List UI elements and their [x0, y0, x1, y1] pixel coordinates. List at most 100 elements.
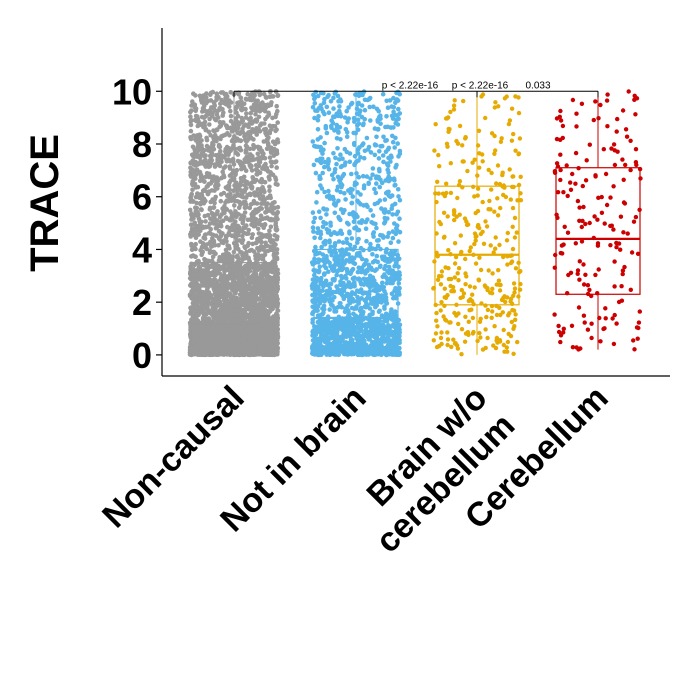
data-point	[189, 281, 194, 287]
data-point	[224, 253, 230, 258]
data-point	[250, 120, 255, 126]
data-point	[242, 187, 248, 192]
data-point	[189, 241, 194, 247]
data-point	[213, 279, 218, 285]
data-point	[263, 283, 268, 288]
data-point	[215, 177, 221, 182]
data-point	[249, 312, 254, 317]
data-point	[208, 199, 213, 205]
data-point	[242, 210, 248, 215]
data-point	[237, 277, 242, 282]
data-point	[252, 343, 257, 349]
data-point	[242, 313, 248, 319]
data-point	[210, 350, 215, 356]
data-point	[235, 302, 241, 307]
data-point	[193, 137, 198, 142]
data-point	[214, 127, 220, 133]
data-point	[260, 263, 266, 268]
data-point	[262, 327, 267, 333]
data-point	[256, 231, 262, 236]
data-point	[227, 275, 232, 280]
data-point	[221, 292, 226, 298]
data-point	[234, 224, 239, 229]
data-point	[188, 117, 194, 123]
data-point	[239, 240, 245, 245]
data-point	[260, 201, 265, 206]
data-point	[228, 159, 233, 164]
data-point	[200, 249, 205, 255]
data-point	[213, 289, 218, 295]
data-point	[197, 139, 203, 144]
data-point	[252, 179, 257, 184]
data-point	[261, 151, 266, 156]
data-point	[236, 205, 242, 211]
data-point	[274, 349, 279, 355]
data-point	[268, 170, 274, 176]
data-point	[272, 160, 278, 165]
data-point	[243, 143, 249, 149]
data-point	[203, 219, 208, 224]
data-point	[252, 269, 257, 275]
data-point	[196, 292, 201, 298]
data-point	[228, 293, 233, 299]
data-point	[265, 266, 271, 271]
data-point	[238, 160, 243, 166]
data-point	[249, 168, 255, 173]
data-point	[260, 166, 265, 171]
data-point	[237, 332, 242, 337]
data-point	[252, 317, 257, 323]
data-point	[218, 101, 223, 106]
data-point	[236, 193, 242, 198]
data-point	[275, 139, 281, 145]
data-point	[188, 122, 194, 128]
data-point	[261, 343, 266, 349]
data-point	[226, 183, 232, 189]
data-point	[244, 286, 250, 292]
data-point	[229, 268, 235, 273]
data-point	[252, 193, 258, 198]
data-point	[234, 138, 239, 143]
data-point	[240, 348, 245, 354]
data-point	[217, 254, 222, 260]
data-point	[200, 241, 206, 246]
data-point	[243, 96, 249, 102]
data-point	[201, 279, 207, 285]
data-point	[267, 129, 273, 134]
data-point	[236, 281, 241, 286]
data-point	[254, 171, 259, 177]
data-point	[190, 253, 196, 258]
data-point	[191, 170, 196, 176]
data-point	[212, 273, 217, 278]
data-point	[188, 128, 194, 134]
data-point	[230, 283, 235, 289]
data-point	[205, 337, 210, 342]
data-point	[242, 244, 247, 249]
data-point	[262, 197, 268, 202]
data-point	[265, 234, 271, 240]
data-point	[193, 241, 198, 247]
data-point	[241, 275, 246, 281]
data-point	[207, 221, 213, 226]
data-point	[251, 249, 257, 254]
data-point	[248, 115, 253, 121]
data-point	[235, 253, 240, 258]
data-point	[190, 158, 196, 163]
data-point	[215, 154, 221, 160]
data-point	[199, 145, 204, 150]
data-point	[220, 113, 225, 118]
data-point	[225, 193, 230, 199]
data-point	[209, 296, 214, 301]
data-point	[228, 125, 234, 131]
data-point	[246, 231, 251, 236]
data-point	[247, 339, 252, 345]
data-point	[217, 237, 222, 242]
data-point	[228, 108, 233, 114]
data-point	[257, 297, 262, 302]
data-point	[248, 217, 253, 222]
data-point	[196, 304, 202, 310]
data-point	[268, 247, 273, 253]
data-point	[225, 267, 230, 273]
data-point	[257, 191, 263, 197]
data-point	[228, 118, 234, 124]
